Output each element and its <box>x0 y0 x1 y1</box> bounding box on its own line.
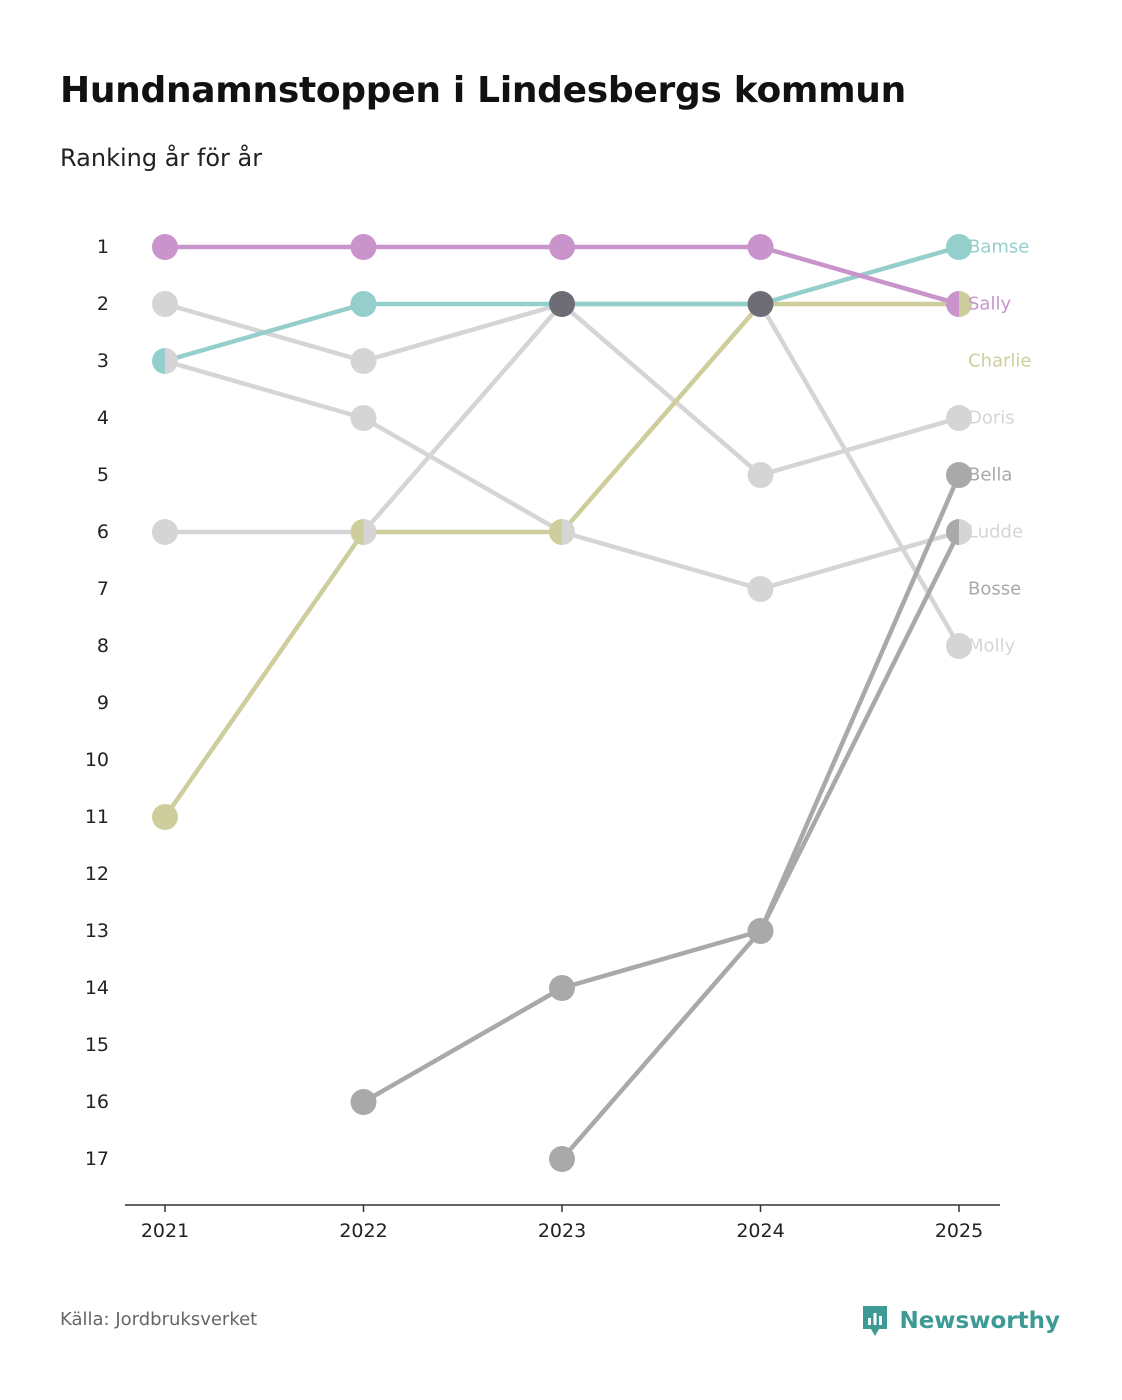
end-label-sally: Sally <box>968 294 1011 315</box>
point-bosse-2023 <box>549 1146 575 1172</box>
point-ludde-2025 <box>959 519 972 545</box>
y-tick-label: 13 <box>85 920 109 942</box>
y-tick-label: 12 <box>85 863 109 885</box>
x-tick-label: 2024 <box>736 1220 784 1242</box>
end-label-doris: Doris <box>968 408 1015 429</box>
end-label-bamse: Bamse <box>968 237 1029 258</box>
end-label-bella: Bella <box>968 465 1012 486</box>
point-bamse-2021 <box>152 348 165 374</box>
point-ludde-2024 <box>747 576 774 602</box>
point-molly-2025 <box>946 633 972 659</box>
point-bamse-2022 <box>350 291 377 317</box>
brand-name: Newsworthy <box>899 1308 1060 1334</box>
y-tick-label: 5 <box>97 464 109 486</box>
y-tick-label: 7 <box>97 578 109 600</box>
point-bosse-2024 <box>760 918 774 944</box>
end-label-molly: Molly <box>968 636 1016 657</box>
end-label-charlie: Charlie <box>968 351 1031 372</box>
y-tick-label: 15 <box>85 1034 109 1056</box>
series-line-charlie <box>162 301 962 820</box>
series-line-molly <box>162 301 962 649</box>
x-axis-ticks: 2021 2022 2023 2024 2025 <box>141 1205 983 1242</box>
y-tick-label: 1 <box>97 236 109 258</box>
chart-subtitle: Ranking år för år <box>60 144 263 172</box>
end-labels: Bamse Sally Charlie Doris Bella Ludde Bosse Mol… <box>968 237 1031 657</box>
point-ludde-2022 <box>350 405 377 431</box>
point-sally-2024 <box>747 234 774 260</box>
y-tick-label: 9 <box>97 692 109 714</box>
y-tick-label: 17 <box>85 1148 109 1170</box>
point-doris-2024 <box>747 462 774 488</box>
point-charlie-2023 <box>549 519 562 545</box>
point-bella-2025 <box>946 462 972 488</box>
point-sally-2022 <box>350 234 377 260</box>
y-tick-label: 3 <box>97 350 109 372</box>
series-points <box>152 234 972 1172</box>
point-bosse-2025 <box>946 519 959 545</box>
x-tick-label: 2022 <box>339 1220 387 1242</box>
x-tick-label: 2025 <box>935 1220 983 1242</box>
end-label-bosse: Bosse <box>968 579 1021 600</box>
point-overlap-2024-rank-2 <box>747 291 774 317</box>
y-tick-label: 11 <box>85 806 109 828</box>
brand-logo[interactable]: Newsworthy <box>861 1304 1060 1338</box>
y-tick-label: 4 <box>97 407 109 429</box>
point-bella-2022 <box>350 1089 377 1115</box>
point-sally-2023 <box>549 234 575 260</box>
y-tick-label: 16 <box>85 1091 109 1113</box>
point-ludde-2021 <box>165 348 178 374</box>
y-tick-label: 6 <box>97 521 109 543</box>
point-bella-2024 <box>747 918 761 944</box>
newsworthy-logo-icon <box>863 1306 888 1336</box>
point-doris-2021 <box>152 519 178 545</box>
x-tick-label: 2021 <box>141 1220 189 1242</box>
point-molly-2022 <box>350 348 377 374</box>
series-line-ludde <box>162 358 962 592</box>
point-sally-2025 <box>946 291 959 317</box>
point-sally-2021 <box>152 234 178 260</box>
point-doris-2022 <box>363 519 377 545</box>
y-tick-label: 10 <box>85 749 109 771</box>
source-note: Källa: Jordbruksverket <box>60 1309 258 1330</box>
y-tick-label: 2 <box>97 293 109 315</box>
point-charlie-2025 <box>959 291 972 317</box>
y-tick-label: 8 <box>97 635 109 657</box>
y-tick-label: 14 <box>85 977 109 999</box>
point-bamse-2025 <box>946 234 972 260</box>
point-bella-2023 <box>549 975 575 1001</box>
end-label-ludde: Ludde <box>968 522 1023 543</box>
series-line-bosse <box>559 529 962 1162</box>
point-overlap-2023-rank-2 <box>549 291 575 317</box>
series-line-bella <box>361 472 962 1105</box>
chart-title: Hundnamnstoppen i Lindesbergs kommun <box>60 70 906 111</box>
point-doris-2025 <box>946 405 972 431</box>
point-charlie-2022 <box>350 519 364 545</box>
point-molly-2021 <box>152 291 178 317</box>
point-ludde-2023 <box>562 519 575 545</box>
series-lines <box>162 244 962 1162</box>
point-charlie-2021 <box>152 804 178 830</box>
x-tick-label: 2023 <box>538 1220 586 1242</box>
